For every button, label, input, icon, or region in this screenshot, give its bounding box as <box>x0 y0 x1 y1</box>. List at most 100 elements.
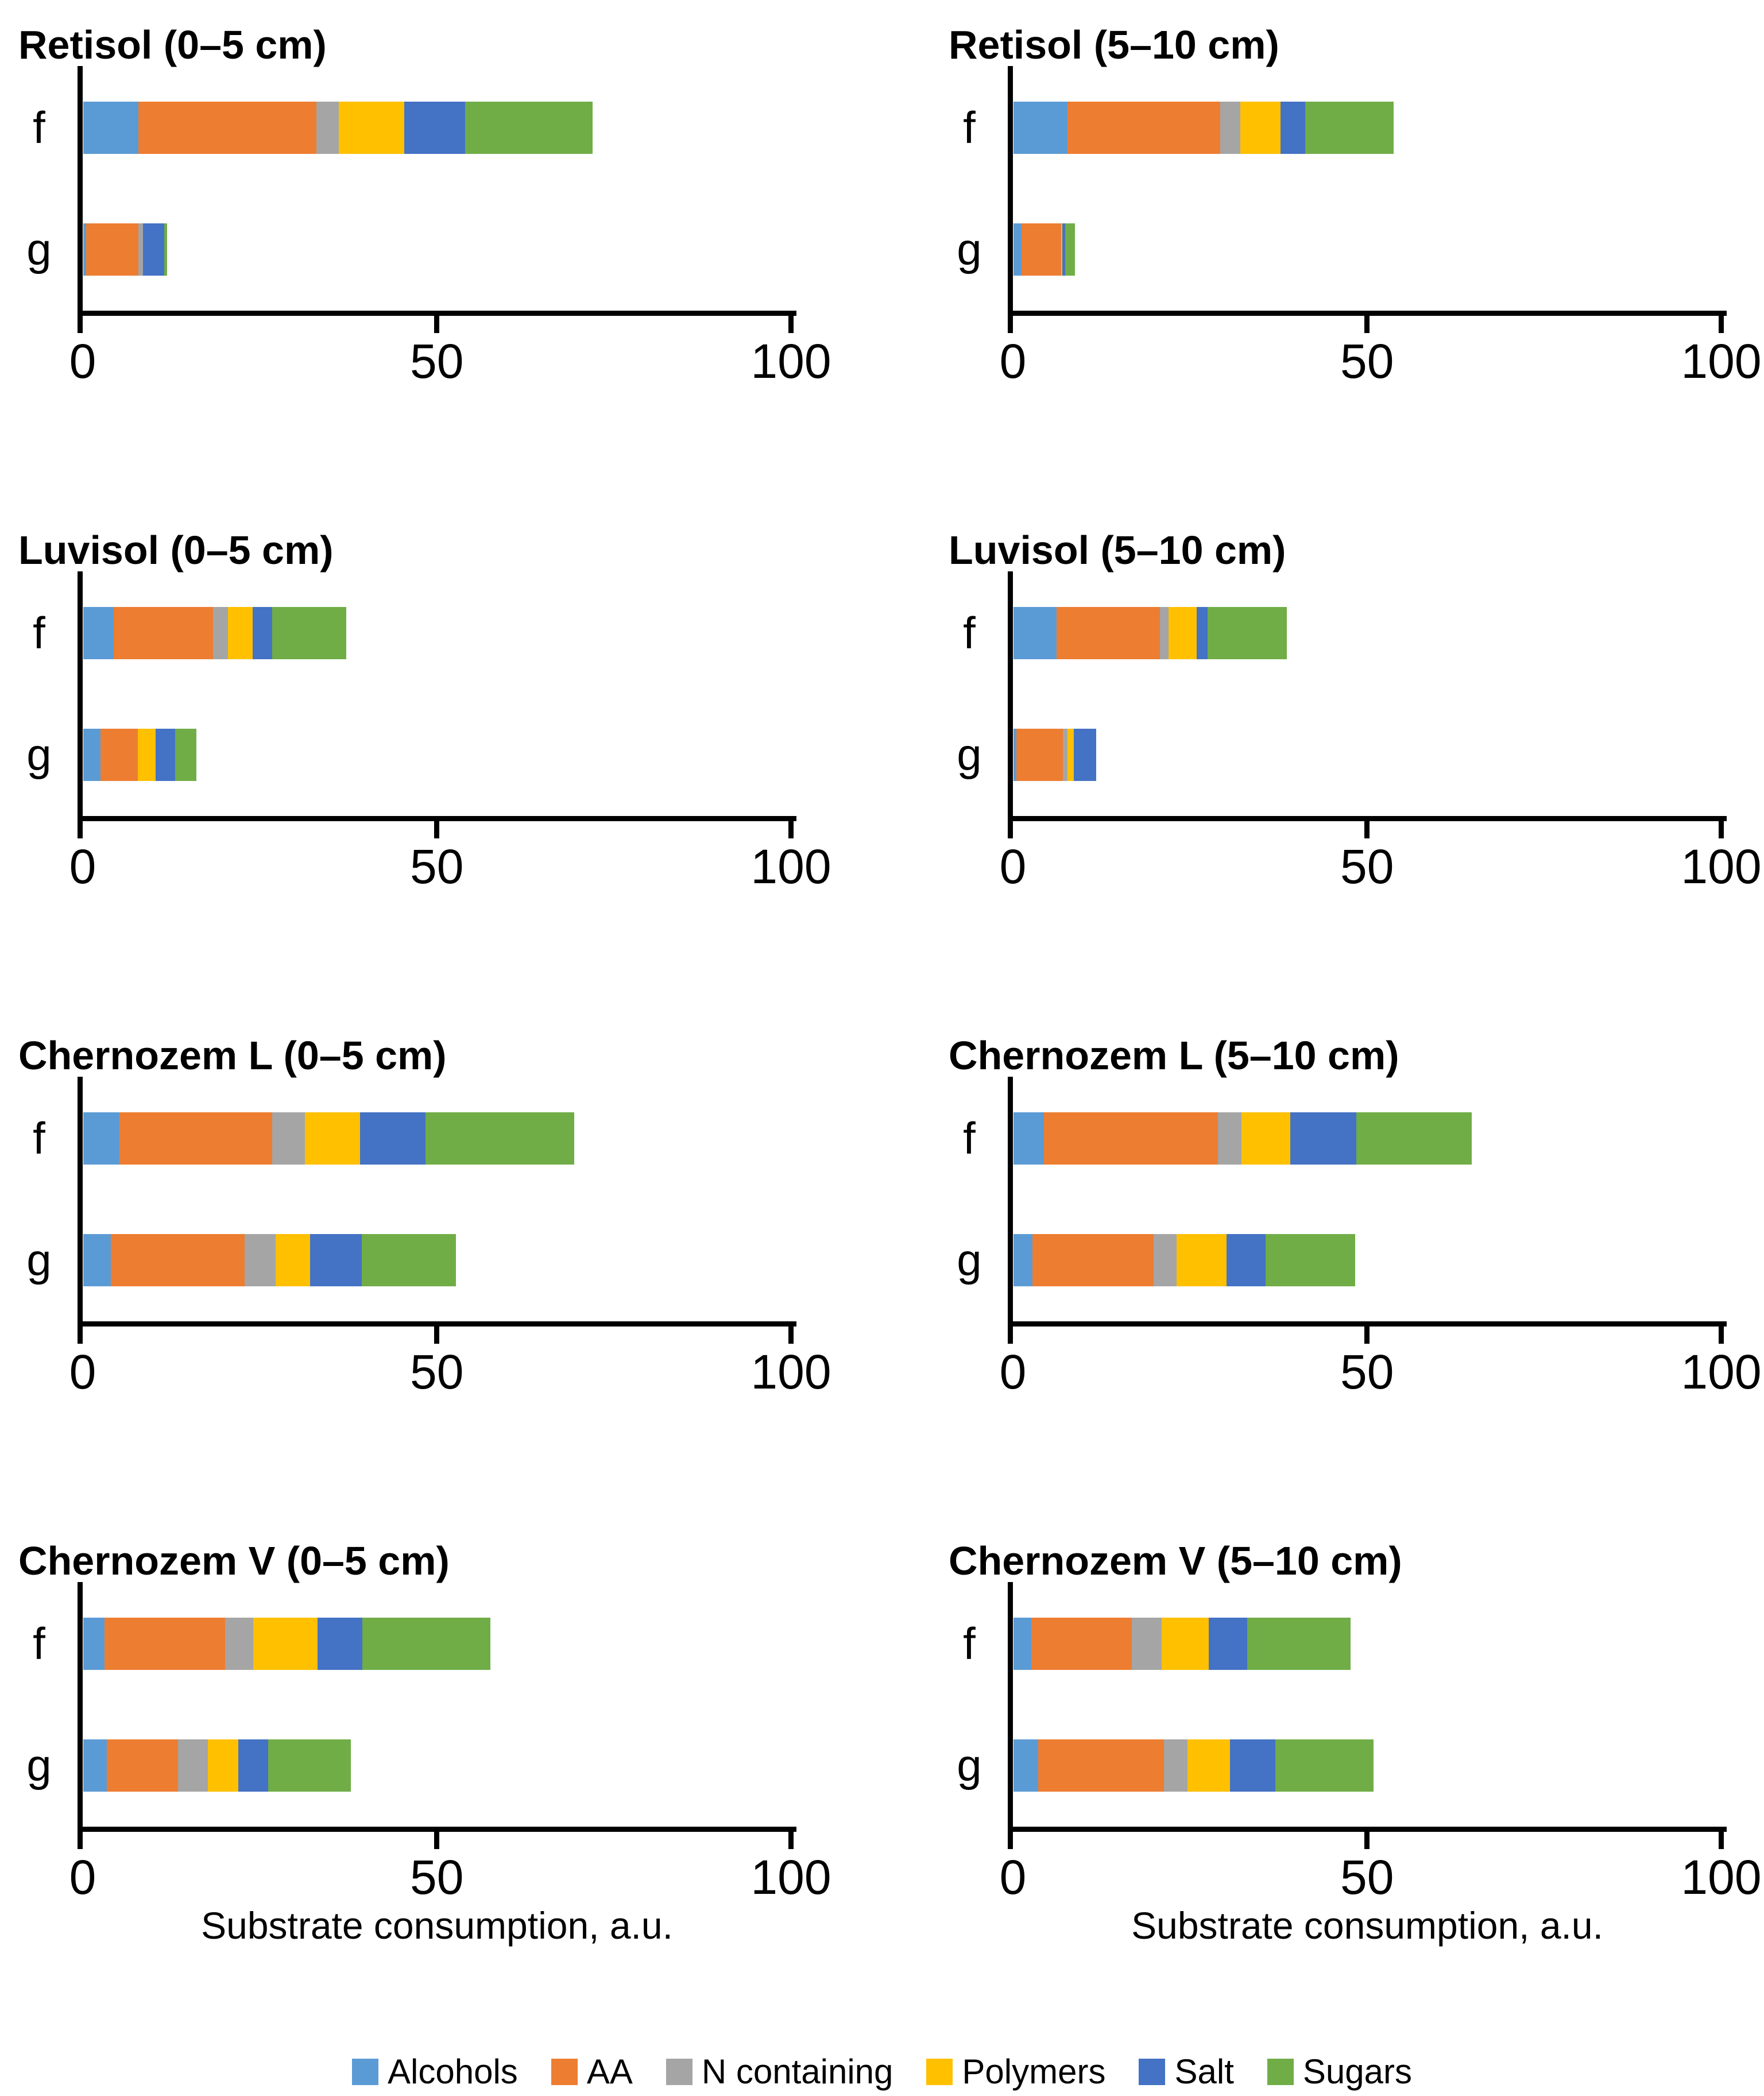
bar-segment-polymers <box>1176 1234 1227 1286</box>
stacked-bar-f <box>83 1618 491 1670</box>
bar-segment-salt <box>252 607 273 659</box>
y-axis-line <box>78 66 83 316</box>
chart-panel-retisol-5-10-cm: Retisol (5–10 cm) 0 50 100 f g <box>882 0 1764 505</box>
bar-segment-alcohols <box>83 729 100 781</box>
x-axis-tick-100 <box>1719 821 1724 838</box>
stacked-bar-f <box>1013 1618 1351 1670</box>
legend-label: Salt <box>1174 2052 1234 2091</box>
legend-swatch-sugars <box>1267 2058 1294 2085</box>
x-axis-tick-100 <box>788 821 794 838</box>
panel-title: Chernozem L (0–5 cm) <box>18 1033 447 1078</box>
plot-area: 0 50 100 f g <box>957 1582 1762 1904</box>
x-axis-tick-label: 50 <box>410 840 464 894</box>
x-axis-tick-0 <box>78 1327 83 1344</box>
stacked-bar-g <box>1013 729 1097 781</box>
x-axis-line <box>78 816 796 821</box>
x-axis-tick-label: 100 <box>1681 1345 1762 1399</box>
bar-segment-polymers <box>253 1618 318 1670</box>
x-axis-tick-0 <box>78 821 83 838</box>
plot-area: 0 50 100 f g <box>957 571 1762 893</box>
x-axis-tick-0 <box>1008 821 1013 838</box>
chart-panel-retisol-0-5-cm: Retisol (0–5 cm) 0 50 100 f g <box>0 0 882 505</box>
bar-segment-aa <box>1016 729 1063 781</box>
bar-segment-polymers <box>339 102 404 154</box>
stacked-bar-g <box>83 1739 351 1792</box>
bar-segment-sugars <box>1275 1739 1374 1792</box>
bar-segment-aa <box>1067 102 1221 154</box>
bar-segment-salt <box>1209 1618 1248 1670</box>
x-axis-tick-label: 0 <box>999 1850 1027 1904</box>
bar-segment-polymers <box>305 1112 361 1165</box>
stacked-bar-g <box>83 729 197 781</box>
bar-segment-alcohols <box>83 1739 107 1792</box>
bar-segment-aa <box>1044 1112 1218 1165</box>
chart-panel-chernozem-v-0-5-cm: Chernozem V (0–5 cm) 0 50 100 f g <box>0 1516 882 1904</box>
x-axis-tick-label: 0 <box>69 1345 96 1399</box>
bar-segment-aa <box>100 729 138 781</box>
plot-area: 0 50 100 f g <box>957 66 1762 388</box>
bar-segment-aa <box>1038 1739 1164 1792</box>
bar-segment-alcohols <box>83 102 139 154</box>
plot-area: 0 50 100 f g <box>26 571 831 893</box>
bar-segment-salt <box>155 729 176 781</box>
bar-segment-polymers <box>1169 607 1197 659</box>
legend-item-salt: Salt <box>1139 2052 1234 2091</box>
category-label-g: g <box>957 1235 982 1285</box>
x-axis-tick-label: 50 <box>410 1850 464 1904</box>
x-axis-label-left: Substrate consumption, a.u. <box>201 1904 673 1947</box>
bar-segment-sugars <box>362 1618 491 1670</box>
chart-grid: Retisol (0–5 cm) 0 50 100 f g Retisol (5–10 cm… <box>0 0 1764 1904</box>
bar-segment-aa <box>106 1739 179 1792</box>
bar-segment-polymers <box>1067 729 1074 781</box>
bar-segment-polymers <box>1061 223 1063 276</box>
legend-swatch-polymers <box>926 2058 953 2085</box>
bar-segment-n-containing <box>1154 1234 1177 1286</box>
stacked-bar-g <box>83 223 167 276</box>
bar-segment-aa <box>111 1234 245 1286</box>
category-label-f: f <box>963 1113 976 1163</box>
bar-segment-aa <box>119 1112 273 1165</box>
x-axis-tick-0 <box>78 316 83 333</box>
x-axis-tick-label: 100 <box>751 840 831 894</box>
chart-panel-chernozem-l-0-5-cm: Chernozem L (0–5 cm) 0 50 100 f g <box>0 1011 882 1516</box>
legend-swatch-alcohols <box>352 2058 379 2085</box>
legend-swatch-n-containing <box>666 2058 693 2085</box>
bar-segment-alcohols <box>83 607 114 659</box>
bar-segment-polymers <box>1241 1112 1291 1165</box>
x-axis-line <box>78 1321 796 1327</box>
y-axis-line <box>1008 1582 1013 1832</box>
category-label-f: f <box>33 1113 45 1163</box>
panel-title: Chernozem V (0–5 cm) <box>18 1538 450 1583</box>
category-label-f: f <box>963 1618 976 1669</box>
legend-swatch-aa <box>551 2058 578 2085</box>
y-axis-line <box>78 1582 83 1832</box>
category-label-g: g <box>26 729 52 780</box>
stacked-bar-f <box>83 607 346 659</box>
bar-segment-aa <box>1021 223 1061 276</box>
bar-segment-n-containing <box>225 1618 254 1670</box>
bar-segment-salt <box>238 1739 268 1792</box>
x-axis-tick-0 <box>1008 1832 1013 1849</box>
panel-title: Chernozem L (5–10 cm) <box>949 1033 1399 1078</box>
bar-segment-n-containing <box>272 1112 305 1165</box>
axis-label-row: Substrate consumption, a.u. Substrate co… <box>0 1898 1764 1981</box>
panel-title: Retisol (5–10 cm) <box>949 22 1279 67</box>
bar-segment-polymers <box>208 1739 239 1792</box>
category-label-g: g <box>26 1740 52 1791</box>
legend-item-n-containing: N containing <box>666 2052 893 2091</box>
y-axis-line <box>1008 66 1013 316</box>
x-axis-tick-label: 50 <box>1340 1850 1394 1904</box>
bar-segment-salt <box>142 223 164 276</box>
x-axis-tick-100 <box>788 1832 794 1849</box>
bar-segment-alcohols <box>1013 223 1022 276</box>
bar-segment-polymers <box>227 607 253 659</box>
bar-segment-n-containing <box>1220 102 1240 154</box>
category-label-f: f <box>33 102 45 153</box>
chart-panel-luvisol-0-5-cm: Luvisol (0–5 cm) 0 50 100 f g <box>0 505 882 1011</box>
x-axis-tick-0 <box>1008 1327 1013 1344</box>
bar-segment-salt <box>360 1112 425 1165</box>
category-label-g: g <box>957 224 982 274</box>
bar-segment-n-containing <box>316 102 339 154</box>
x-axis-tick-label: 0 <box>69 334 96 388</box>
x-axis-tick-100 <box>788 316 794 333</box>
